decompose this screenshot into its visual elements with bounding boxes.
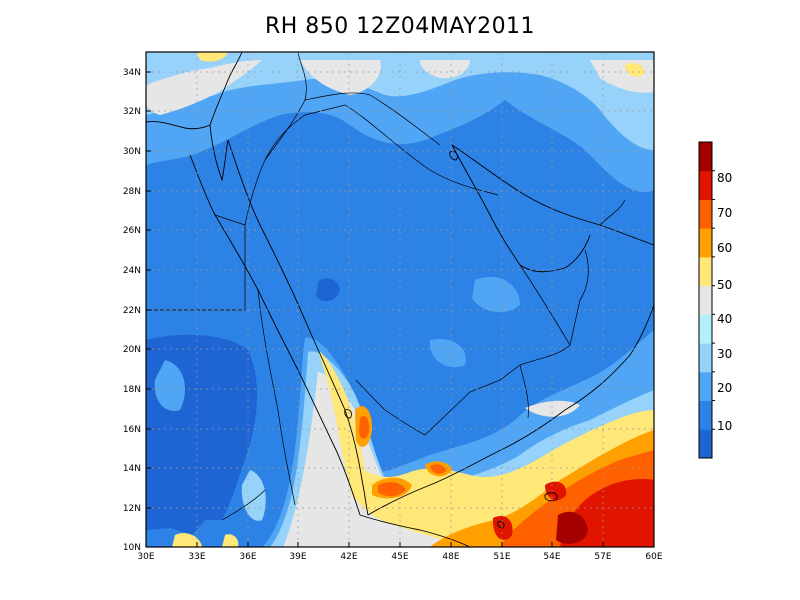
colorbar-swatch: [699, 429, 712, 459]
colorbar-swatches: [699, 142, 712, 459]
colorbar-label: 40: [717, 312, 732, 326]
y-tick-label: 28N: [123, 187, 141, 197]
colorbar-labels: 10 20 30 40 50 60 70 80: [717, 171, 732, 433]
x-tick-label: 30E: [137, 552, 154, 562]
coastlines: [146, 52, 654, 547]
y-tick-label: 24N: [123, 266, 141, 276]
colorbar-swatch: [699, 228, 712, 258]
colorbar-label: 60: [717, 241, 732, 255]
y-tick-label: 34N: [123, 68, 141, 78]
x-tick-label: 45E: [391, 552, 408, 562]
colorbar-swatch: [699, 314, 712, 344]
y-tick-label: 30N: [123, 147, 141, 157]
y-tick-label: 18N: [123, 385, 141, 395]
x-tick-label: 48E: [442, 552, 459, 562]
borders: [146, 52, 626, 521]
x-tick-label: 33E: [188, 552, 205, 562]
colorbar-swatch: [699, 199, 712, 229]
y-tick-label: 32N: [123, 107, 141, 117]
colorbar-swatch: [699, 285, 712, 315]
colorbar-swatch: [699, 256, 712, 287]
x-tick-label: 39E: [289, 552, 306, 562]
x-tick-label: 42E: [340, 552, 357, 562]
x-tick-label: 60E: [645, 552, 662, 562]
colorbar-swatch: [699, 343, 712, 373]
colorbar-label: 20: [717, 381, 732, 395]
x-tick-labels: 30E 33E 36E 39E 42E 45E 48E 51E 54E 57E …: [137, 552, 662, 562]
y-tick-marks: [146, 71, 151, 548]
map-title: RH 850 12Z04MAY2011: [264, 14, 536, 39]
colorbar-frame: [698, 141, 713, 459]
colorbar-swatch: [699, 371, 712, 402]
colorbar-label: 80: [717, 171, 732, 185]
colorbar-label: 30: [717, 347, 732, 361]
colorbar-swatch: [699, 170, 712, 200]
x-tick-label: 57E: [594, 552, 611, 562]
colorbar-ticks: [712, 170, 715, 430]
colorbar-label: 10: [717, 419, 732, 433]
graticule: [146, 52, 654, 547]
y-tick-label: 14N: [123, 464, 141, 474]
colorbar: 10 20 30 40 50 60 70 80: [698, 141, 732, 459]
y-tick-labels: 10N 12N 14N 16N 18N 20N 22N 24N 26N 28N …: [123, 68, 141, 553]
y-tick-label: 12N: [123, 504, 141, 514]
x-tick-label: 54E: [543, 552, 560, 562]
rh-band-90-plus: [556, 511, 588, 544]
y-tick-label: 22N: [123, 306, 141, 316]
x-tick-label: 36E: [239, 552, 256, 562]
y-tick-label: 26N: [123, 226, 141, 236]
rh-band-20-30: [146, 52, 654, 192]
x-tick-label: 51E: [493, 552, 510, 562]
colorbar-swatch: [699, 142, 712, 172]
x-tick-marks: [145, 542, 655, 547]
colorbar-label: 70: [717, 206, 732, 220]
colorbar-swatch: [699, 400, 712, 430]
rh-band-40-50: [146, 60, 262, 115]
colorbar-label: 50: [717, 278, 732, 292]
rh-band-30-40: [146, 52, 654, 150]
y-tick-label: 16N: [123, 425, 141, 435]
y-tick-label: 20N: [123, 345, 141, 355]
y-tick-label: 10N: [123, 543, 141, 553]
